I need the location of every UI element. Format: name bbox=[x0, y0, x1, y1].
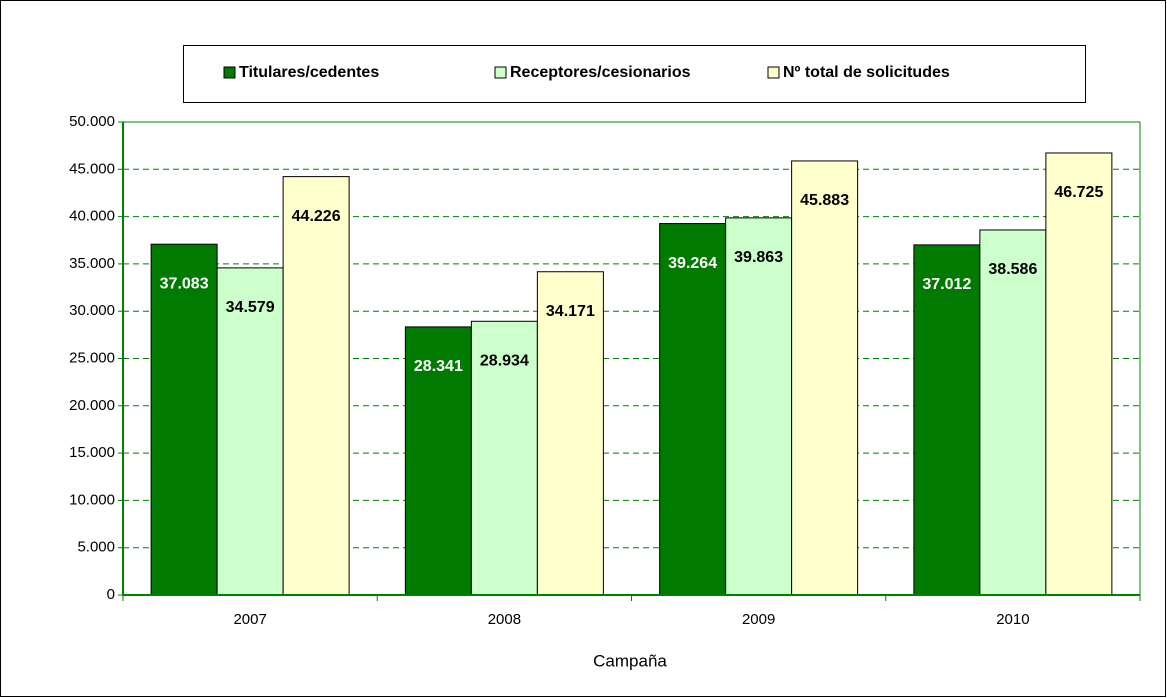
bar bbox=[282, 176, 350, 596]
bar bbox=[1045, 152, 1113, 596]
bar bbox=[659, 223, 727, 596]
y-tick-label: 50.000 bbox=[69, 113, 115, 130]
legend-label: Titulares/cedentes bbox=[239, 64, 379, 81]
value-label: 37.012 bbox=[922, 276, 971, 293]
bar bbox=[913, 244, 981, 596]
y-tick-label: 30.000 bbox=[69, 302, 115, 319]
value-label: 45.883 bbox=[800, 192, 849, 209]
value-label: 28.341 bbox=[414, 358, 463, 375]
value-label: 28.934 bbox=[480, 353, 529, 370]
x-tick-label: 2007 bbox=[233, 611, 266, 628]
x-tick-label: 2008 bbox=[488, 611, 521, 628]
y-tick-label: 35.000 bbox=[69, 255, 115, 272]
y-tick-label: 15.000 bbox=[69, 444, 115, 461]
bar bbox=[404, 326, 472, 596]
legend-label: Receptores/cesionarios bbox=[510, 64, 691, 81]
legend-swatch bbox=[494, 66, 507, 79]
legend-label: Nº total de solicitudes bbox=[783, 64, 950, 81]
bar bbox=[216, 267, 284, 596]
bar bbox=[979, 229, 1047, 596]
y-tick-label: 40.000 bbox=[69, 208, 115, 225]
y-tick-label: 45.000 bbox=[69, 160, 115, 177]
x-tick-label: 2009 bbox=[742, 611, 775, 628]
y-tick-label: 10.000 bbox=[69, 491, 115, 508]
value-label: 34.579 bbox=[226, 299, 275, 316]
bar bbox=[536, 271, 604, 596]
bar bbox=[725, 217, 793, 596]
bar bbox=[150, 243, 218, 596]
bar bbox=[470, 320, 538, 596]
y-tick-label: 5.000 bbox=[77, 539, 115, 556]
value-label: 39.863 bbox=[734, 249, 783, 266]
y-tick-label: 20.000 bbox=[69, 397, 115, 414]
legend-swatch bbox=[767, 66, 780, 79]
value-label: 38.586 bbox=[988, 261, 1037, 278]
x-tick-label: 2010 bbox=[996, 611, 1029, 628]
value-label: 39.264 bbox=[668, 255, 717, 272]
legend-box bbox=[183, 45, 1086, 103]
x-axis-label: Campaña bbox=[593, 651, 667, 670]
legend-swatch bbox=[223, 66, 236, 79]
y-tick-label: 25.000 bbox=[69, 349, 115, 366]
value-label: 37.083 bbox=[160, 275, 209, 292]
value-label: 34.171 bbox=[546, 303, 595, 320]
value-label: 46.725 bbox=[1054, 184, 1103, 201]
y-tick-label: 0 bbox=[107, 586, 115, 603]
value-label: 44.226 bbox=[292, 208, 341, 225]
bar bbox=[791, 160, 859, 596]
